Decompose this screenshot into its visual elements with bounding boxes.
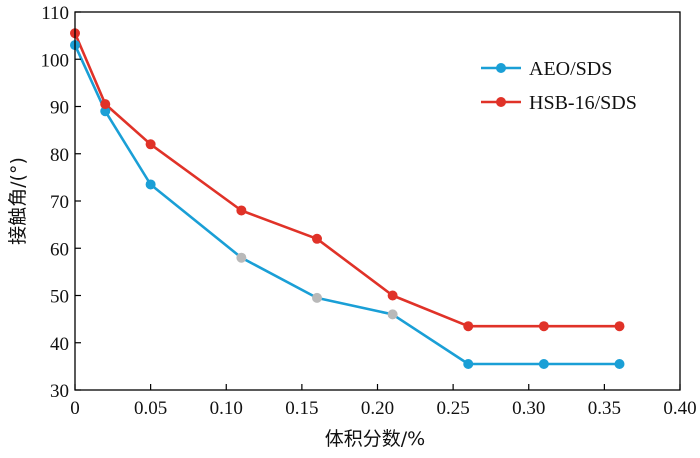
- data-point-hsb-16-sds: [387, 290, 398, 301]
- data-point-aeo-sds: [387, 309, 398, 320]
- data-point-hsb-16-sds: [145, 139, 156, 150]
- data-point-hsb-16-sds: [236, 205, 247, 216]
- data-point-aeo-sds: [312, 292, 322, 303]
- legend-label-hsb-16-sds: HSB-16/SDS: [529, 92, 637, 114]
- x-tick-label: 0.15: [285, 398, 318, 419]
- y-tick-label: 40: [50, 334, 69, 355]
- x-tick-label: 0.05: [134, 398, 167, 419]
- legend-marker-aeo-sds: [496, 63, 506, 73]
- y-tick-label: 90: [50, 98, 69, 119]
- data-point-hsb-16-sds: [100, 99, 111, 110]
- data-point-hsb-16-sds: [538, 321, 549, 332]
- y-tick-label: 110: [41, 3, 69, 24]
- data-point-aeo-sds: [463, 359, 474, 370]
- y-axis-title: 接触角/(°): [7, 157, 29, 245]
- legend-label-aeo-sds: AEO/SDS: [529, 58, 612, 80]
- x-tick-label: 0.10: [210, 398, 243, 419]
- data-point-hsb-16-sds: [614, 321, 625, 332]
- legend-entry-hsb-16-sds: HSB-16/SDS: [481, 92, 637, 114]
- y-tick-label: 100: [41, 50, 70, 71]
- x-axis-ticks: 0 0.05 0.10 0.15 0.20 0.25 0.30 0.35 0.40: [70, 384, 697, 419]
- data-point-aeo-sds: [538, 359, 549, 370]
- data-point-hsb-16-sds: [463, 321, 474, 332]
- y-tick-label: 80: [50, 145, 69, 166]
- plot-markers: [70, 28, 625, 370]
- x-tick-label: 0.35: [588, 398, 621, 419]
- data-point-aeo-sds: [236, 252, 247, 263]
- y-axis-ticks: 30 40 50 60 70 80 90 100 110: [41, 3, 81, 402]
- legend-marker-hsb-16-sds: [496, 97, 506, 107]
- x-axis-title: 体积分数/%: [325, 428, 425, 450]
- plot-lines: [73, 32, 620, 366]
- y-tick-label: 30: [50, 381, 69, 402]
- legend: AEO/SDS HSB-16/SDS: [481, 58, 637, 114]
- x-tick-label: 0.25: [437, 398, 470, 419]
- y-tick-label: 60: [50, 239, 69, 260]
- y-tick-label: 50: [50, 287, 69, 308]
- x-tick-label: 0: [70, 398, 80, 419]
- data-point-aeo-sds: [614, 359, 625, 370]
- data-point-aeo-sds: [100, 106, 111, 117]
- data-point-aeo-sds: [145, 179, 156, 190]
- data-point-hsb-16-sds: [312, 233, 322, 244]
- x-tick-label: 0.40: [663, 398, 696, 419]
- x-tick-label: 0.20: [361, 398, 394, 419]
- y-tick-label: 70: [50, 192, 69, 213]
- x-tick-label: 0.30: [512, 398, 545, 419]
- legend-entry-aeo-sds: AEO/SDS: [481, 58, 612, 80]
